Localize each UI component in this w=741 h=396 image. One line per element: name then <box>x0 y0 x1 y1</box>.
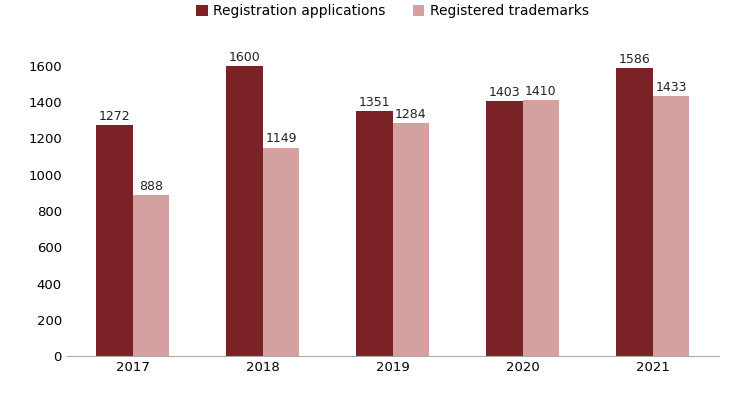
Text: 1284: 1284 <box>395 108 427 121</box>
Legend: Registration applications, Registered trademarks: Registration applications, Registered tr… <box>191 0 594 24</box>
Bar <box>617 68 653 356</box>
Text: 1403: 1403 <box>489 86 520 99</box>
Bar <box>356 111 393 356</box>
Text: 1410: 1410 <box>525 85 556 98</box>
Text: 1600: 1600 <box>229 51 260 63</box>
Text: 1149: 1149 <box>265 132 296 145</box>
Text: 1433: 1433 <box>655 81 687 94</box>
Bar <box>653 96 689 356</box>
Text: 1586: 1586 <box>619 53 651 66</box>
Bar <box>133 195 169 356</box>
Bar <box>226 66 263 356</box>
Bar <box>522 100 559 356</box>
Bar <box>393 123 429 356</box>
Bar <box>96 125 133 356</box>
Bar <box>263 148 299 356</box>
Text: 888: 888 <box>139 180 163 193</box>
Bar <box>486 101 522 356</box>
Text: 1351: 1351 <box>359 96 391 109</box>
Text: 1272: 1272 <box>99 110 130 123</box>
